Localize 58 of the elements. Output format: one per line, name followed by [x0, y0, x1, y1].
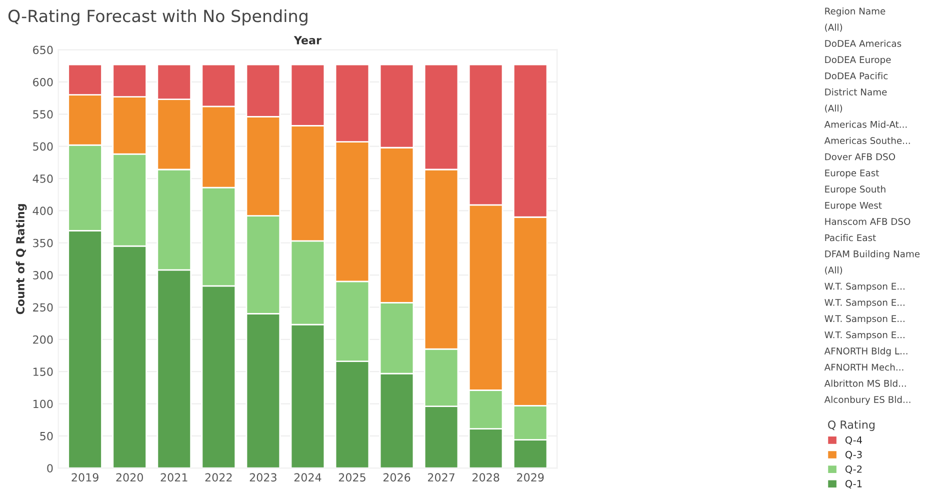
y-tick-label: 150	[33, 368, 53, 376]
text: AFNORTH Mech...	[824, 364, 904, 371]
text: (All)	[825, 24, 842, 32]
text: District Name	[825, 88, 887, 96]
y-tick-label: 200	[33, 335, 53, 344]
text: AFNORTH Bldg L...	[824, 347, 908, 356]
text: Americas Mid-At...	[824, 120, 907, 128]
text: Europe East	[825, 170, 880, 178]
text: Hanscom AFB DSO	[825, 218, 910, 225]
legend-label: Q-3	[845, 450, 862, 460]
text: Alconbury ES Bld...	[824, 396, 910, 405]
text: Dover AFB DSO	[825, 153, 896, 160]
x-tick-label: 2023	[250, 473, 276, 482]
chart-title: Q-Rating Forecast with No Spending	[8, 9, 308, 26]
legend-label: Q-2	[845, 465, 862, 474]
y-tick-label: 400	[32, 206, 53, 216]
y-tick-label: 500	[33, 142, 53, 151]
y-axis-title: Count of Q Rating	[16, 204, 27, 314]
y-tick-label: 550	[33, 110, 53, 119]
text: DoDEA Americas	[825, 40, 902, 47]
legend-label: Q-1	[845, 480, 862, 488]
text: Americas Southe...	[824, 136, 910, 144]
x-axis-title: Year	[294, 36, 322, 44]
text: Albritton MS Bld...	[824, 380, 906, 387]
x-tick-label: 2028	[472, 473, 500, 482]
legend-title: Q Rating	[828, 420, 875, 431]
x-tick-label: 2027	[428, 473, 454, 482]
text: W.T. Sampson E...	[824, 315, 904, 324]
text: DoDEA Pacific	[825, 72, 888, 80]
text: Europe West	[825, 202, 882, 211]
x-tick-label: 2022	[205, 473, 232, 482]
y-tick-label: 250	[33, 303, 53, 312]
text: (All)	[825, 104, 842, 113]
y-tick-label: 50	[40, 432, 53, 440]
text: DoDEA Europe	[825, 56, 891, 65]
legend-label: Q-4	[845, 436, 862, 445]
text: DFAM Building Name	[825, 250, 920, 260]
y-tick-label: 450	[32, 174, 53, 183]
y-tick-label: 0	[47, 464, 53, 472]
text: Pacific East	[825, 234, 876, 242]
x-tick-label: 2020	[116, 473, 143, 482]
y-tick-label: 300	[33, 271, 53, 280]
text: Region Name	[825, 7, 886, 16]
x-tick-label: 2024	[294, 473, 322, 482]
x-tick-label: 2021	[160, 473, 188, 482]
y-tick-label: 100	[33, 400, 53, 408]
x-tick-label: 2025	[338, 473, 366, 482]
x-tick-label: 2026	[383, 473, 410, 482]
text: W.T. Sampson E...	[824, 331, 904, 340]
y-tick-label: 350	[33, 238, 53, 248]
text: W.T. Sampson E...	[824, 282, 904, 292]
x-tick-label: 2019	[72, 473, 98, 482]
y-tick-label: 650	[33, 46, 53, 54]
text: (All)	[825, 266, 842, 275]
text: Europe South	[825, 186, 886, 194]
x-tick-label: 2029	[517, 473, 544, 482]
text: W.T. Sampson E...	[824, 298, 904, 308]
y-tick-label: 600	[33, 78, 53, 86]
